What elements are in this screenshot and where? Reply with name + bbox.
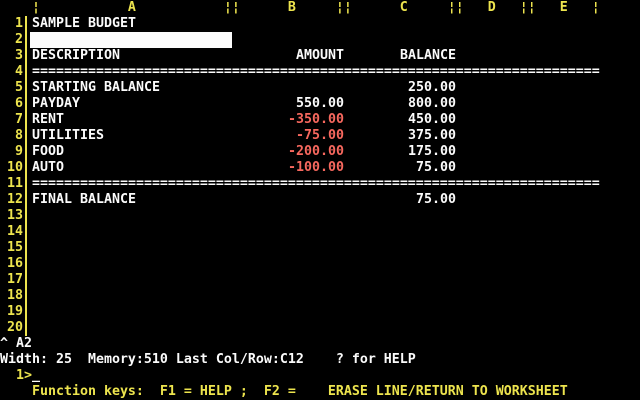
row-number: 1	[15, 16, 23, 31]
row-number-divider	[25, 16, 27, 336]
cell-label: FINAL BALANCE	[32, 192, 136, 207]
cell-amount: -75.00	[296, 128, 344, 143]
cell-label: SAMPLE BUDGET	[32, 16, 136, 31]
cell-balance: 75.00	[416, 160, 456, 175]
cell-cursor[interactable]	[30, 32, 232, 48]
function-keys-bar: Function keys: F1 = HELP ; F2 = ERASE LI…	[0, 384, 568, 399]
command-prompt: 1>	[0, 368, 32, 383]
row-number: 13	[7, 208, 23, 223]
row-number: 19	[7, 304, 23, 319]
row-number: 4	[15, 64, 23, 79]
cell-label: AUTO	[32, 160, 64, 175]
cell-amount: AMOUNT	[296, 48, 344, 63]
row-number: 15	[7, 240, 23, 255]
command-line[interactable]: 1> _	[0, 368, 640, 384]
row-number: 8	[15, 128, 23, 143]
cell-balance: 250.00	[408, 80, 456, 95]
column-headers: ¦ A ¦¦ B ¦¦ C ¦¦ D ¦¦ E ¦	[0, 0, 600, 15]
grid-row-9: 9 FOOD -200.00 175.00	[0, 144, 640, 160]
grid-row-3: 3 DESCRIPTION AMOUNT BALANCE	[0, 48, 640, 64]
row-number: 5	[15, 80, 23, 95]
cell-balance: 75.00	[416, 192, 456, 207]
grid-row-7: 7 RENT -350.00 450.00	[0, 112, 640, 128]
cell-label: DESCRIPTION	[32, 48, 120, 63]
grid-row-2: 2	[0, 32, 640, 48]
cell-label: STARTING BALANCE	[32, 80, 160, 95]
grid-row-13: 13	[0, 208, 640, 224]
row-number: 18	[7, 288, 23, 303]
row-number: 7	[15, 112, 23, 127]
current-cell-indicator: ^ A2	[0, 336, 32, 351]
row-number: 9	[15, 144, 23, 159]
cell-label: PAYDAY	[32, 96, 80, 111]
cell-amount: -100.00	[288, 160, 344, 175]
grid-row-16: 16	[0, 256, 640, 272]
grid-row-12: 12 FINAL BALANCE 75.00	[0, 192, 640, 208]
grid-row-18: 18	[0, 288, 640, 304]
grid-row-17: 17	[0, 272, 640, 288]
grid-row-8: 8 UTILITIES -75.00 375.00	[0, 128, 640, 144]
cell-balance: BALANCE	[400, 48, 456, 63]
row-number: 10	[7, 160, 23, 175]
cell-amount: 550.00	[296, 96, 344, 111]
grid-row-10: 10 AUTO -100.00 75.00	[0, 160, 640, 176]
row-number: 6	[15, 96, 23, 111]
cell-balance: 375.00	[408, 128, 456, 143]
row-separator: ========================================…	[32, 64, 600, 79]
row-number: 16	[7, 256, 23, 271]
row-number: 12	[7, 192, 23, 207]
cell-balance: 175.00	[408, 144, 456, 159]
row-number: 14	[7, 224, 23, 239]
grid-row-5: 5 STARTING BALANCE 250.00	[0, 80, 640, 96]
cell-label: FOOD	[32, 144, 64, 159]
cell-balance: 450.00	[408, 112, 456, 127]
grid-row-15: 15	[0, 240, 640, 256]
grid-row-19: 19	[0, 304, 640, 320]
row-separator: ========================================…	[32, 176, 600, 191]
cell-balance: 800.00	[408, 96, 456, 111]
grid-row-6: 6 PAYDAY 550.00 800.00	[0, 96, 640, 112]
cell-label: UTILITIES	[32, 128, 104, 143]
cell-label: RENT	[32, 112, 64, 127]
row-number: 20	[7, 320, 23, 335]
grid-row-20: 20	[0, 320, 640, 336]
grid-row-11: 11 ======================================…	[0, 176, 640, 192]
row-number: 17	[7, 272, 23, 287]
status-line: Width: 25 Memory:510 Last Col/Row:C12 ? …	[0, 352, 416, 367]
text-cursor: _	[32, 368, 40, 383]
grid-row-1: 1 SAMPLE BUDGET	[0, 16, 640, 32]
row-number: 3	[15, 48, 23, 63]
cell-amount: -350.00	[288, 112, 344, 127]
cell-amount: -200.00	[288, 144, 344, 159]
row-number: 2	[15, 32, 23, 47]
grid-row-14: 14	[0, 224, 640, 240]
grid-row-4: 4 =======================================…	[0, 64, 640, 80]
row-number: 11	[7, 176, 23, 191]
